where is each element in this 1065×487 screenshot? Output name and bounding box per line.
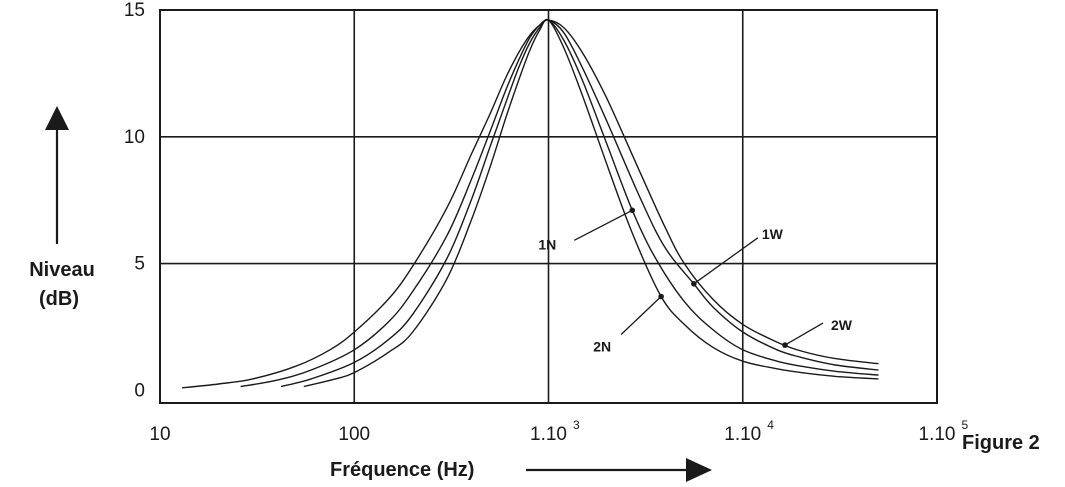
- series-line-1n: [280, 18, 879, 388]
- x-axis-title: Fréquence (Hz): [330, 459, 474, 481]
- x-tick-base: 100: [338, 424, 370, 445]
- annotation-leader: [573, 209, 633, 241]
- series-marker: [691, 281, 697, 287]
- x-tick-label: 100: [338, 424, 370, 445]
- x-tick-label: 1.10 3: [530, 418, 580, 445]
- x-tick-base: 1.10: [530, 424, 567, 445]
- x-tick-label: 1.10 4: [724, 418, 774, 445]
- annotation-leader: [620, 296, 662, 335]
- y-tick-label: 10: [124, 127, 145, 148]
- series-line-2w: [182, 19, 879, 389]
- x-tick-base: 1.10: [724, 424, 761, 445]
- figure-label: Figure 2: [962, 432, 1040, 454]
- tick-labels: 0 5 10 15 10 100 1.10 3 1.10 4 1.10 5: [124, 0, 969, 445]
- y-tick-label: 0: [134, 380, 145, 401]
- series-marker: [658, 293, 664, 300]
- y-tick-label: 5: [134, 254, 145, 275]
- curves: [182, 18, 879, 389]
- y-tick-label: 15: [124, 0, 145, 21]
- series-line-1w: [240, 19, 879, 388]
- series-line-2n: [303, 18, 879, 388]
- series-label: 2W: [831, 317, 853, 333]
- series-annotation: 2W: [782, 317, 853, 348]
- x-tick-base: 10: [149, 424, 170, 445]
- y-axis-title: Niveau (dB): [29, 259, 95, 310]
- series-marker: [782, 342, 788, 348]
- x-tick-label: 1.10 5: [919, 418, 969, 445]
- series-label: 2N: [593, 339, 611, 355]
- grid: [160, 10, 937, 403]
- series-annotation: 1N: [538, 207, 636, 252]
- series-marker: [629, 207, 636, 214]
- annotation-leader: [693, 237, 759, 285]
- series-label: 1N: [538, 236, 556, 252]
- x-axis-arrow: [526, 458, 712, 482]
- x-tick-exponent: 4: [767, 418, 774, 432]
- plot-frame: [159, 9, 938, 404]
- y-axis-title-line2: (dB): [39, 288, 79, 310]
- series-annotation: 2N: [593, 293, 664, 355]
- x-tick-base: 1.10: [919, 424, 956, 445]
- annotation-leader: [784, 322, 824, 346]
- series-annotation: 1W: [691, 226, 784, 287]
- y-axis-title-line1: Niveau: [29, 259, 95, 281]
- x-tick-label: 10: [149, 424, 170, 445]
- y-axis-arrow: [45, 106, 69, 244]
- x-tick-exponent: 3: [573, 418, 580, 432]
- series-label: 1W: [762, 226, 784, 242]
- x-tick-exponent: 5: [961, 418, 968, 432]
- curve-annotations: 1N 1W 2N 2W: [538, 207, 853, 355]
